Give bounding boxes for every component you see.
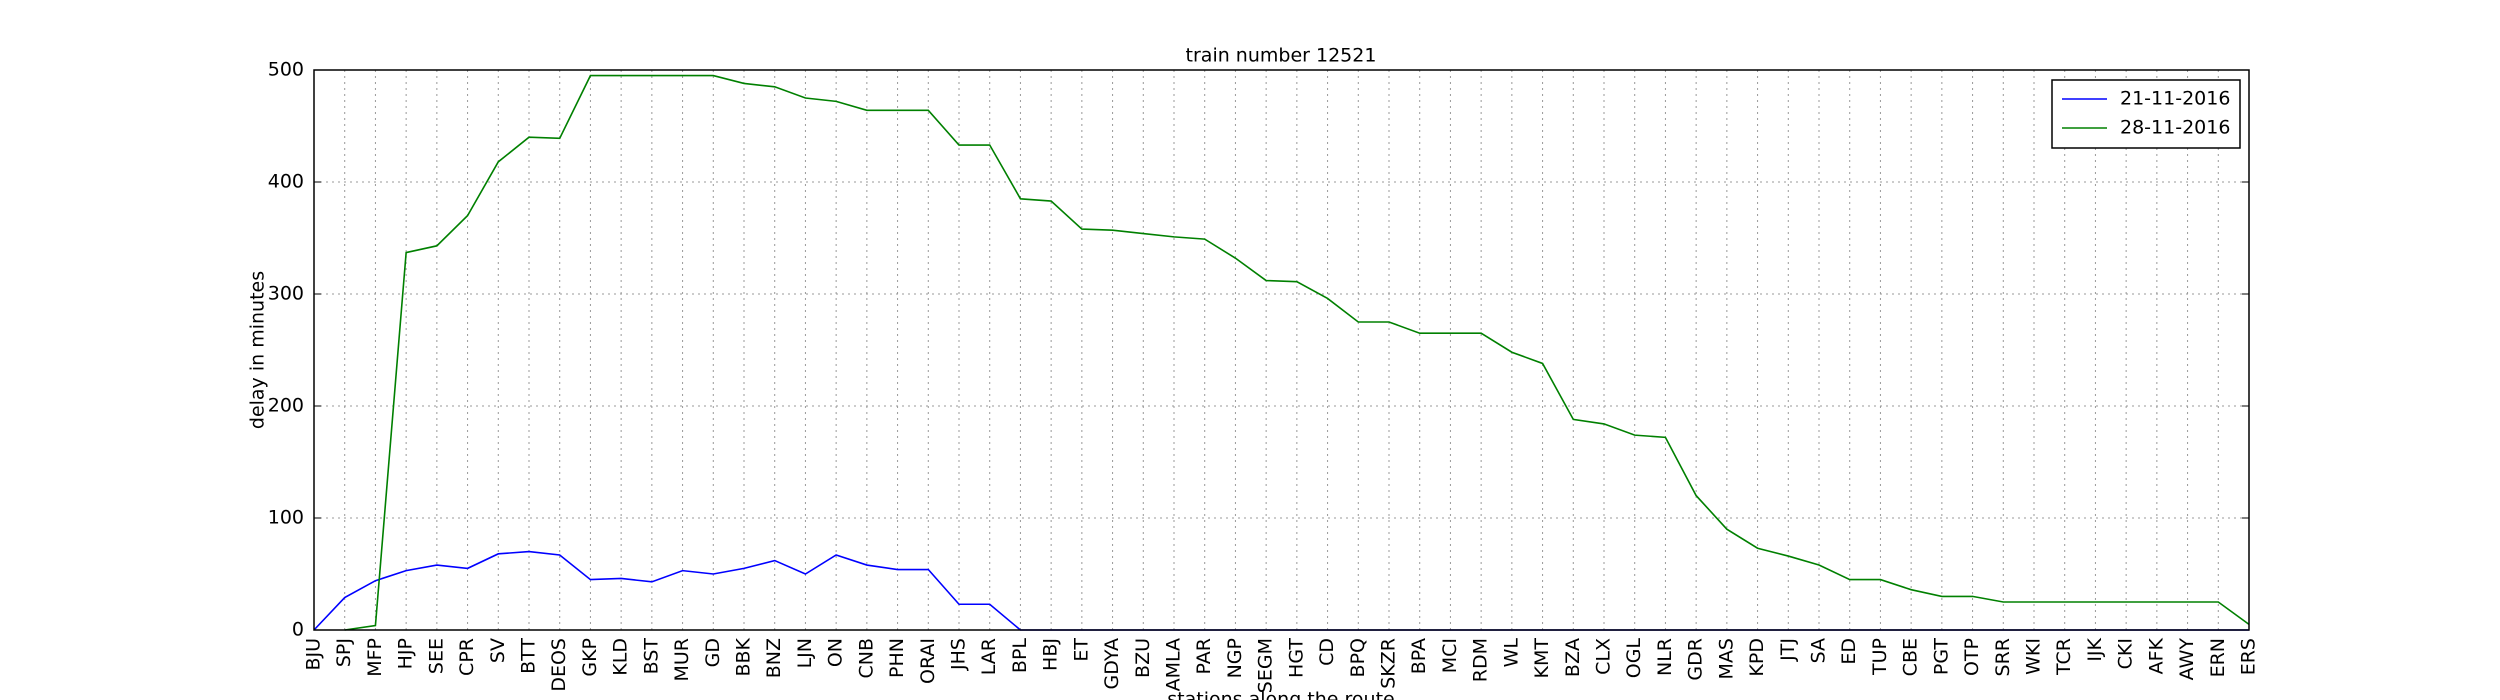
x-tick-label: JHS [948,638,970,671]
x-tick-label: OTP [1961,638,1983,676]
x-tick-label: BNZ [763,638,785,678]
x-tick-label: TCR [2053,638,2075,676]
y-tick-label: 500 [268,59,304,81]
x-tick-label: BPA [1408,638,1430,674]
x-tick-label: CBE [1900,638,1922,676]
x-tick-label: ET [1070,638,1092,662]
x-tick-label: PAR [1193,638,1215,674]
x-tick-label: ERS [2238,638,2260,675]
x-tick-label: HGT [1285,638,1307,678]
x-tick-label: AMLA [1163,638,1185,691]
x-tick-label: DEOS [548,638,570,692]
x-tick-label: BJU [303,638,325,671]
x-tick-label: IJK [2084,637,2106,661]
x-tick-label: ON [825,638,847,667]
series-line [344,74,2250,631]
x-tick-label: TUP [1869,638,1891,676]
x-tick-label: KLD [610,638,632,676]
x-tick-label: GDYA [1101,638,1123,689]
x-tick-label: AFK [2145,637,2167,674]
x-tick-label: SA [1808,638,1830,663]
legend-label: 28-11-2016 [2120,117,2230,139]
x-tick-label: WKI [2023,638,2045,675]
x-tick-label: NGP [1224,638,1246,678]
legend-box [2051,79,2241,149]
y-tick-label: 400 [268,171,304,193]
y-axis-label: delay in minutes [247,271,269,429]
y-tick-label: 200 [268,395,304,417]
x-tick-label: MCI [1439,638,1461,673]
y-tick-label: 100 [268,507,304,529]
x-tick-label: CLX [1593,638,1615,675]
x-tick-label: NLR [1654,638,1676,676]
x-tick-label: LAR [978,638,1000,675]
x-tick-label: SPJ [333,638,355,667]
x-tick-label: GDR [1685,638,1707,681]
x-tick-label: WL [1500,638,1522,668]
y-tick-label: 300 [268,283,304,305]
plot-frame [313,69,2250,631]
x-tick-label: LJN [794,638,816,668]
x-tick-label: SV [487,638,509,663]
x-tick-label: SEGM [1255,638,1277,693]
x-tick-label: KMT [1531,638,1553,679]
x-tick-label: BPL [1009,638,1031,673]
x-tick-label: KPD [1746,638,1768,677]
x-tick-label: BBK [733,637,755,676]
series-line [313,550,2249,631]
x-tick-label: MAS [1715,638,1737,679]
x-tick-label: RDM [1470,638,1492,682]
x-tick-label: CPR [456,638,478,676]
x-tick-label: HJP [395,638,417,669]
x-tick-label: SEE [425,638,447,674]
x-tick-label: HBJ [1040,638,1062,671]
x-tick-label: BPQ [1347,638,1369,677]
x-tick-label: BTT [518,638,540,674]
x-tick-label: CKI [2115,638,2137,669]
x-tick-label: CNB [855,638,877,679]
x-tick-label: PGT [1930,638,1952,676]
y-tick-label: 0 [292,619,304,641]
x-tick-label: SKZR [1378,638,1400,689]
x-tick-label: ORAI [917,638,939,684]
x-tick-label: BZA [1562,638,1584,677]
x-tick-label: BST [640,638,662,675]
x-tick-label: ED [1838,638,1860,665]
x-tick-label: CD [1316,638,1338,666]
x-tick-label: PHN [886,638,908,678]
x-tick-label: MUR [671,638,693,682]
x-tick-label: OGL [1623,638,1645,679]
x-tick-label: GKP [579,638,601,677]
x-tick-label: BZU [1132,638,1154,678]
x-tick-label: MFP [364,638,386,677]
legend-label: 21-11-2016 [2120,88,2230,110]
x-tick-label: SRR [1992,638,2014,676]
x-tick-label: ERN [2207,638,2229,677]
x-tick-label: AWY [2176,638,2198,681]
chart-title: train number 12521 [1186,45,1377,67]
x-axis-label: stations along the route [1167,689,1394,700]
x-tick-label: GD [702,638,724,667]
x-tick-label: JTJ [1777,638,1799,662]
